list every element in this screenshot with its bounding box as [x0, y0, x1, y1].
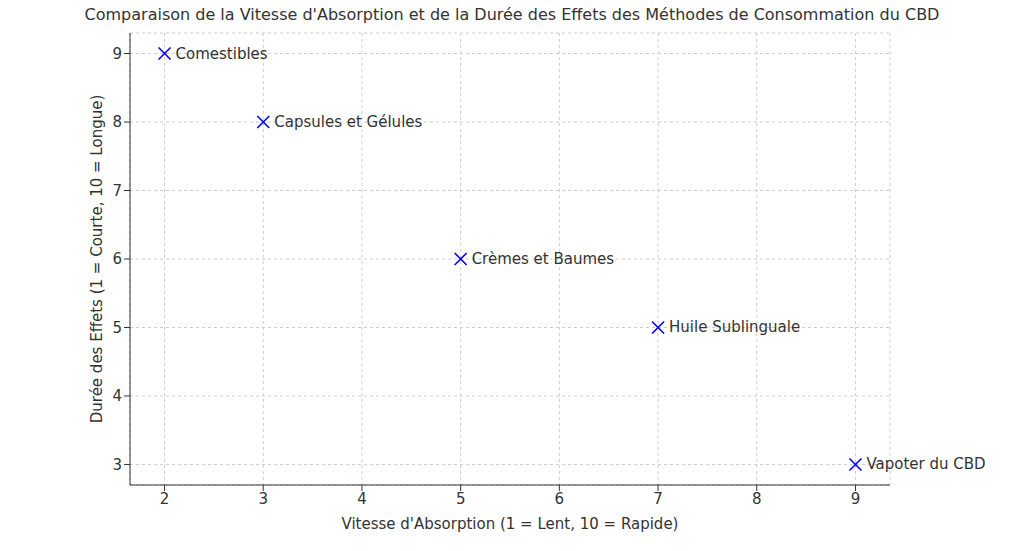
svg-text:Crèmes et Baumes: Crèmes et Baumes	[472, 250, 615, 268]
svg-text:Huile Sublinguale: Huile Sublinguale	[669, 318, 800, 336]
html-text:Comparaison de la Vitesse d'Ab: Comparaison de la Vitesse d'Absorption e…	[84, 5, 940, 24]
svg-text:9: 9	[112, 45, 122, 63]
svg-text:Capsules et Gélules: Capsules et Gélules	[274, 113, 422, 131]
svg-text:Comestibles: Comestibles	[176, 45, 268, 63]
svg-text:Vapoter du CBD: Vapoter du CBD	[866, 455, 985, 473]
svg-text:3: 3	[258, 490, 268, 508]
svg-text:5: 5	[112, 319, 122, 337]
svg-text:7: 7	[112, 182, 122, 200]
svg-text:2: 2	[160, 490, 170, 508]
svg-text:8: 8	[112, 113, 122, 131]
svg-text:Vitesse d'Absorption (1 = Lent: Vitesse d'Absorption (1 = Lent, 10 = Rap…	[342, 515, 679, 533]
svg-text:3: 3	[112, 456, 122, 474]
svg-text:7: 7	[653, 490, 663, 508]
svg-text:5: 5	[456, 490, 466, 508]
svg-text:4: 4	[357, 490, 367, 508]
svg-text:Durée des Effets (1 = Courte,: Durée des Effets (1 = Courte, 10 = Longu…	[88, 95, 106, 424]
svg-text:4: 4	[112, 387, 122, 405]
svg-text:6: 6	[555, 490, 565, 508]
svg-text:9: 9	[851, 490, 861, 508]
svg-text:8: 8	[752, 490, 762, 508]
svg-text:6: 6	[112, 250, 122, 268]
